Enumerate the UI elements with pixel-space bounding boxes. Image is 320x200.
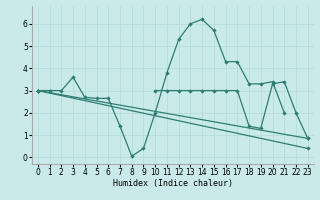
X-axis label: Humidex (Indice chaleur): Humidex (Indice chaleur) xyxy=(113,179,233,188)
